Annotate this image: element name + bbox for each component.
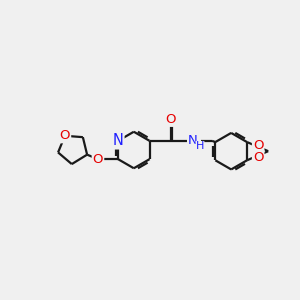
Text: O: O [60, 129, 70, 142]
Text: N: N [112, 134, 123, 148]
Text: H: H [196, 141, 204, 151]
Text: N: N [188, 134, 198, 147]
Text: O: O [253, 139, 263, 152]
Text: O: O [166, 113, 176, 126]
Text: O: O [93, 153, 103, 166]
Text: O: O [253, 151, 263, 164]
